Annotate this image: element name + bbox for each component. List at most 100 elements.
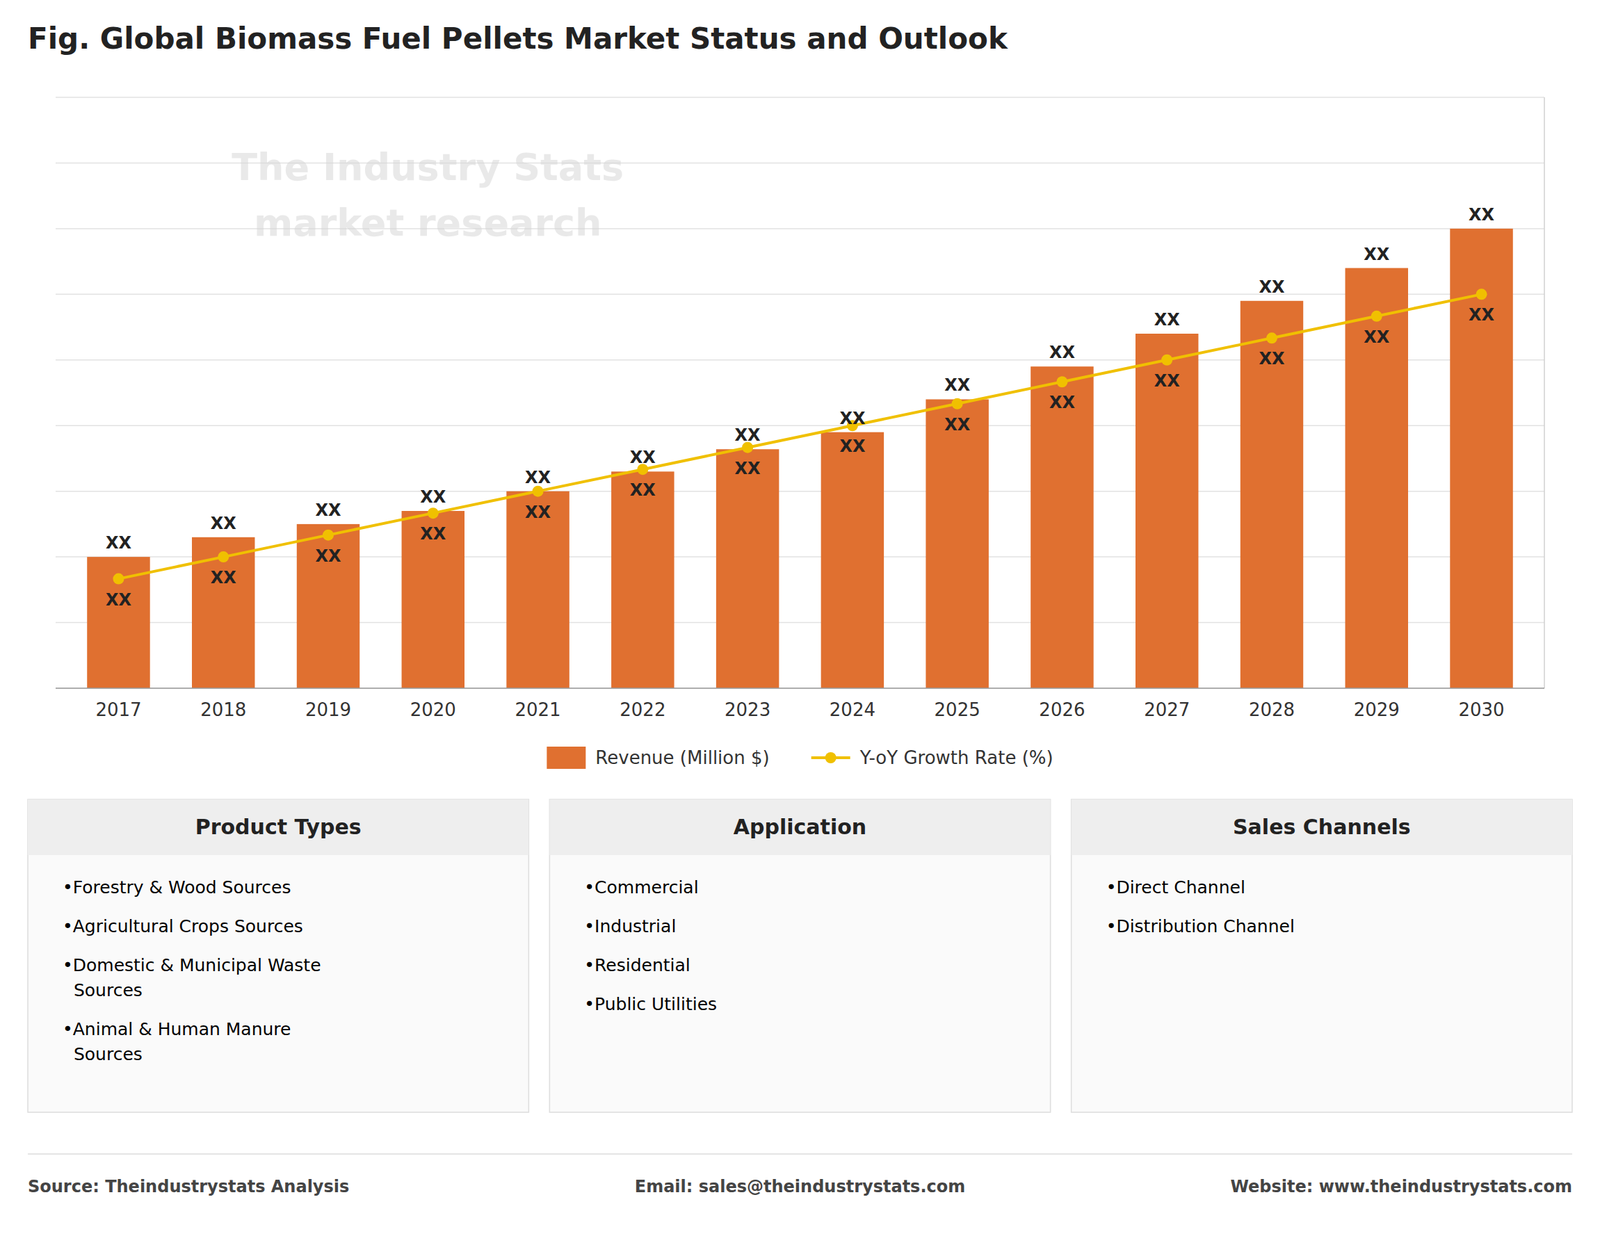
footer-rule: [27, 1153, 1573, 1155]
panel-item: •Commercial: [584, 877, 699, 898]
background: [0, 0, 1600, 1252]
bar: [1030, 366, 1094, 689]
bar-label: XX: [1049, 342, 1076, 363]
line-label: XX: [105, 590, 133, 610]
legend-item: Revenue (Million $): [546, 746, 770, 770]
grid-line: [55, 687, 1545, 690]
line-label: XX: [1468, 305, 1496, 325]
bar: [925, 399, 989, 689]
line-label: XX: [315, 546, 343, 567]
legend-label: Y-oY Growth Rate (%): [859, 747, 1054, 769]
line-marker: [427, 507, 439, 519]
panel-item: •Domestic & Municipal Waste Sources: [62, 955, 322, 1001]
grid-line: [55, 294, 1545, 296]
line-label: XX: [524, 502, 552, 523]
line-marker: [951, 398, 964, 410]
panel: Application•Commercial•Industrial•Reside…: [549, 799, 1050, 1113]
watermark: The Industry Statsmarket research: [231, 145, 624, 245]
legend: Revenue (Million $) Y-oY Growth Rate (%): [546, 746, 1053, 770]
x-tick-label: 2026: [1038, 699, 1085, 721]
line-marker: [322, 529, 334, 541]
bar-label: XX: [524, 467, 552, 488]
panel-item: •Residential: [584, 955, 690, 976]
line-marker: [1476, 288, 1488, 300]
line: [118, 294, 1482, 579]
panel-box: [27, 799, 529, 1113]
line-label: XX: [210, 568, 238, 588]
x-tick-label: 2028: [1248, 699, 1295, 721]
bar: [611, 471, 674, 689]
x-tick-label: 2023: [724, 699, 771, 721]
footer-text: Source: Theindustrystats Analysis: [27, 1177, 350, 1197]
title: Fig. Global Biomass Fuel Pellets Market …: [27, 21, 1009, 56]
y2-axis-line: [1543, 97, 1546, 689]
line-marker: [112, 573, 124, 585]
grid-line: [55, 96, 1545, 99]
x-tick-label: 2024: [829, 699, 876, 721]
bar: [86, 556, 150, 689]
chart: Fig. Global Biomass Fuel Pellets Market …: [0, 0, 1600, 1252]
panel-item: •Direct Channel: [1106, 877, 1246, 898]
bar-label: XX: [1258, 277, 1286, 297]
line-marker: [1056, 376, 1068, 388]
x-tick-label: 2025: [934, 699, 981, 721]
bar-label: XX: [1154, 310, 1181, 330]
bar-label: XX: [839, 408, 866, 429]
line-marker: [1266, 332, 1278, 344]
panel-item: •Forestry & Wood Sources: [62, 877, 291, 898]
panel-item: •Agricultural Crops Sources: [62, 916, 304, 937]
line-label: XX: [1049, 392, 1076, 413]
x-tick-label: 2019: [305, 699, 352, 721]
legend-item: Y-oY Growth Rate (%): [811, 747, 1054, 769]
line-label: XX: [944, 415, 971, 435]
bar: [821, 432, 884, 689]
bar-label: XX: [1363, 244, 1391, 265]
x-tick-label: 2030: [1458, 699, 1505, 721]
panel-item: •Industrial: [584, 916, 676, 937]
legend-label: Revenue (Million $): [595, 747, 770, 769]
bar-label: XX: [210, 513, 238, 534]
bar: [1135, 333, 1199, 689]
grid-line: [55, 359, 1545, 361]
panel-item: •Public Utilities: [584, 994, 717, 1015]
bar-label: XX: [315, 500, 343, 521]
panel-item: •Distribution Channel: [1106, 916, 1295, 937]
panel-title: Product Types: [195, 814, 362, 840]
panel-box: [1071, 799, 1573, 1113]
line-label: XX: [629, 480, 657, 500]
panel: Product Types •Forestry & Wood Sources •Ag…: [27, 799, 529, 1113]
bar: [506, 491, 569, 689]
x-tick-label: 2022: [619, 699, 666, 721]
bar: [296, 524, 360, 689]
line-label: XX: [1363, 327, 1391, 347]
line-label: XX: [419, 524, 447, 544]
bar-label: XX: [629, 447, 657, 468]
data-labels: XX XX XX XX XX XX XX XX XX XX XX XX XX XX XX XX XX XX XX XX…: [105, 205, 1496, 610]
marks: [86, 228, 1514, 689]
x-ticks: 2017201820192020202120222023202420252026…: [95, 699, 1505, 721]
line-label: XX: [734, 458, 762, 479]
line-label: XX: [1154, 371, 1181, 391]
grid-line: [55, 490, 1545, 493]
bar: [716, 449, 779, 689]
panel-header: [27, 799, 529, 856]
footer: Source: Theindustrystats AnalysisEmail: …: [27, 1154, 1573, 1197]
legend-swatch: [546, 746, 586, 770]
x-axis-line: [55, 687, 1545, 690]
x-tick-label: 2020: [410, 699, 457, 721]
x-tick-label: 2017: [95, 699, 142, 721]
bar-label: XX: [105, 533, 133, 553]
bar: [191, 537, 255, 689]
bar: [401, 511, 465, 689]
x-tick-label: 2021: [514, 699, 561, 721]
panel-box: [549, 799, 1050, 1113]
legend-marker: [825, 752, 837, 764]
line-marker: [1161, 354, 1173, 366]
bar-label: XX: [419, 487, 447, 507]
panel-header: [549, 799, 1050, 856]
line-marker: [532, 486, 544, 498]
grid-line: [55, 556, 1545, 558]
bar: [1240, 301, 1304, 689]
panel: Sales Channels•Direct Channel•Distributi…: [1071, 799, 1573, 1113]
grid-line: [55, 622, 1545, 624]
